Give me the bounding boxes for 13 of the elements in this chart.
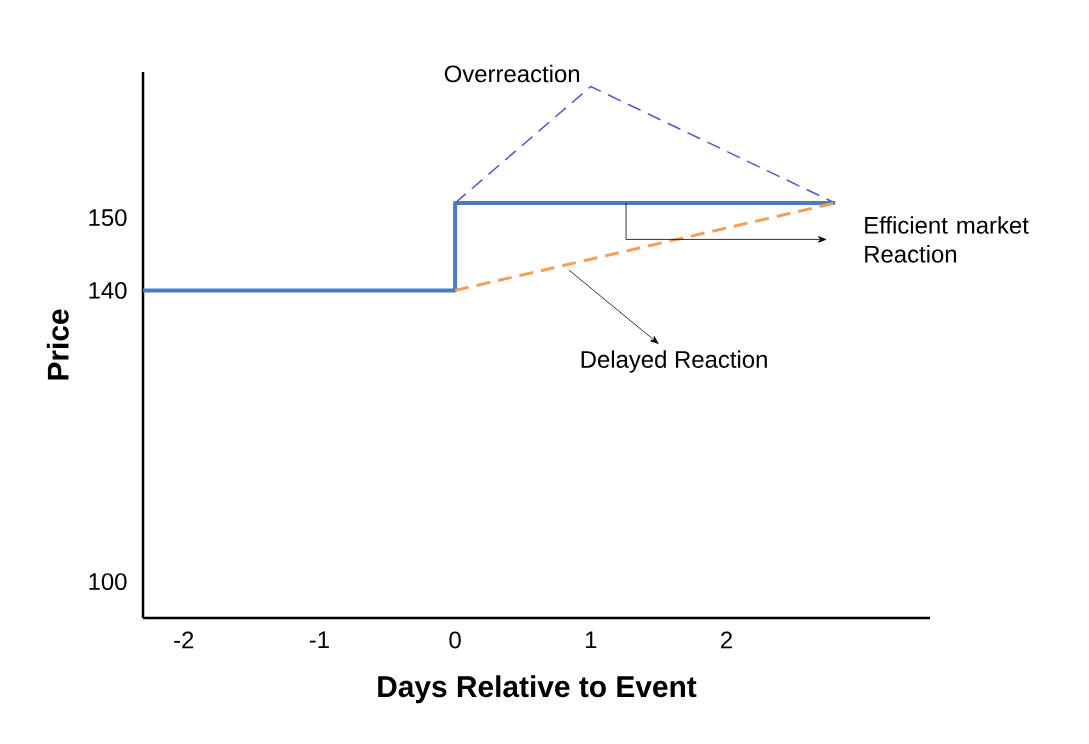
series-label: Efficient market Reaction — [865, 216, 1029, 263]
x-tick-label: 0 — [449, 631, 461, 649]
y-tick-label: 100 — [89, 573, 127, 591]
y-axis-title: Price — [46, 309, 69, 380]
x-tick-label: -2 — [174, 631, 194, 649]
series-label: Overreaction — [444, 64, 580, 83]
x-tick-label: -1 — [309, 631, 329, 648]
y-tick-label: 140 — [89, 281, 127, 299]
y-tick-label: 150 — [89, 209, 127, 227]
x-tick-label: 1 — [585, 631, 597, 648]
x-axis-title: Days Relative to Event — [378, 675, 697, 704]
text: Delayed Reaction — [581, 350, 767, 373]
x-tick-label: 2 — [721, 631, 732, 649]
